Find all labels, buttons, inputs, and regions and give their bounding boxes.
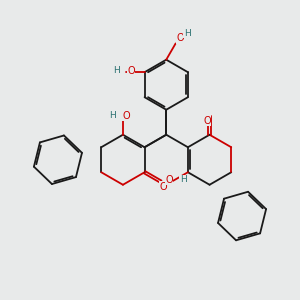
Text: O: O	[160, 182, 167, 192]
Text: O: O	[123, 111, 130, 121]
Text: O: O	[177, 33, 184, 43]
Text: O: O	[203, 116, 211, 126]
Text: H: H	[113, 67, 120, 76]
Text: O: O	[165, 175, 173, 185]
Text: O: O	[127, 66, 135, 76]
Text: H: H	[109, 112, 116, 121]
Text: H: H	[184, 29, 190, 38]
Text: H: H	[180, 175, 187, 184]
